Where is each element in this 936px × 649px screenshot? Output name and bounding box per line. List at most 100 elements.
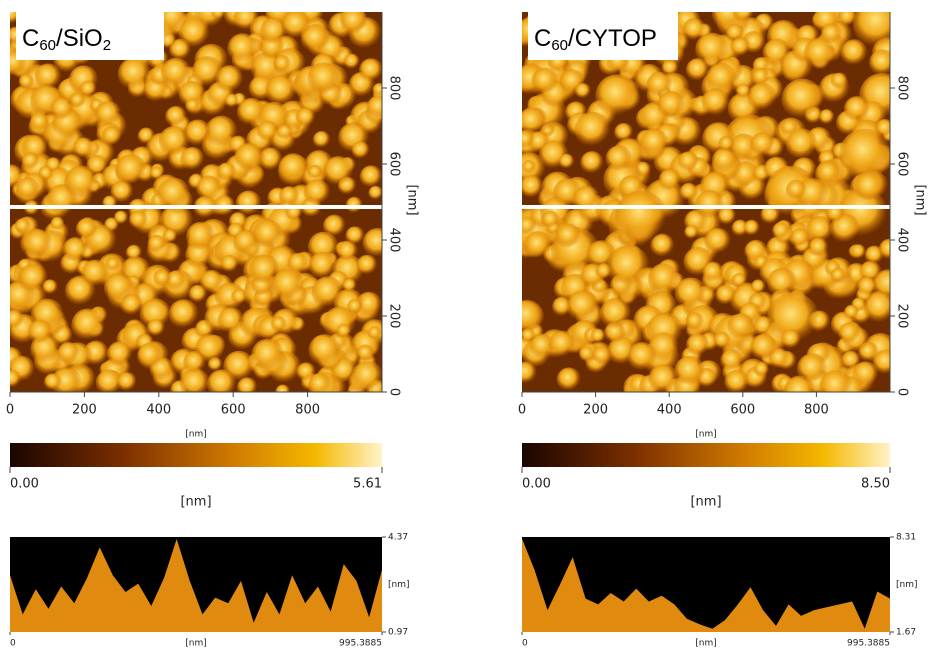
grain bbox=[781, 78, 824, 121]
grain bbox=[270, 316, 287, 333]
grain bbox=[695, 189, 726, 220]
grain bbox=[308, 334, 342, 368]
grain bbox=[750, 333, 778, 362]
grain bbox=[351, 360, 382, 392]
grain bbox=[646, 71, 673, 98]
x-axis-label: [nm] bbox=[695, 430, 717, 440]
y-tick-label: 800 bbox=[387, 76, 402, 101]
grain bbox=[128, 210, 149, 230]
y-tick-label: 600 bbox=[895, 152, 910, 177]
grain bbox=[273, 55, 292, 73]
grain bbox=[558, 153, 575, 170]
grain bbox=[147, 234, 167, 254]
grain bbox=[308, 251, 337, 280]
grain bbox=[843, 304, 860, 321]
grain bbox=[818, 109, 835, 126]
grain bbox=[356, 344, 375, 362]
grain bbox=[116, 371, 137, 392]
grain bbox=[342, 278, 357, 293]
grain bbox=[62, 237, 89, 264]
grain bbox=[711, 147, 738, 174]
x-tick-label: 200 bbox=[583, 403, 608, 418]
grain bbox=[607, 245, 650, 289]
grain bbox=[615, 190, 668, 244]
grain bbox=[307, 62, 341, 96]
grain bbox=[160, 57, 192, 89]
grain bbox=[574, 111, 611, 148]
grain bbox=[162, 228, 178, 244]
grain bbox=[674, 355, 706, 387]
grain bbox=[736, 83, 752, 99]
grain bbox=[614, 122, 634, 143]
grain bbox=[875, 118, 890, 139]
grain bbox=[555, 223, 582, 250]
grain bbox=[679, 182, 699, 202]
grain bbox=[287, 252, 309, 275]
grain bbox=[237, 377, 258, 392]
grain bbox=[727, 313, 755, 341]
grain bbox=[71, 308, 105, 342]
grain bbox=[275, 384, 291, 392]
x-tick-label: 800 bbox=[804, 403, 829, 418]
profile-area bbox=[10, 538, 382, 632]
grain bbox=[191, 56, 224, 88]
grain bbox=[830, 267, 846, 284]
grain bbox=[57, 341, 81, 365]
grain bbox=[295, 107, 316, 128]
y-tick-label: 600 bbox=[387, 152, 402, 177]
afm-image bbox=[522, 12, 890, 392]
grain bbox=[684, 225, 699, 240]
grain bbox=[199, 269, 224, 294]
grain bbox=[797, 353, 828, 384]
grain bbox=[296, 362, 316, 382]
profile-line bbox=[10, 205, 382, 209]
grain bbox=[657, 91, 686, 120]
grain bbox=[819, 370, 853, 392]
afm-image bbox=[10, 12, 382, 392]
colorbar-unit: [nm] bbox=[180, 495, 211, 510]
grain bbox=[808, 237, 829, 258]
grain bbox=[178, 17, 210, 49]
grain bbox=[80, 259, 110, 288]
grain bbox=[157, 12, 188, 33]
grain bbox=[522, 299, 544, 334]
grain bbox=[359, 165, 382, 189]
grain bbox=[685, 312, 705, 331]
grain bbox=[682, 17, 707, 42]
x-tick-label: 600 bbox=[221, 403, 246, 418]
grain bbox=[648, 263, 680, 295]
grain bbox=[205, 115, 238, 149]
grain bbox=[658, 168, 682, 192]
grain bbox=[695, 32, 729, 67]
grain bbox=[137, 127, 156, 145]
grain bbox=[732, 12, 755, 23]
grain bbox=[14, 218, 31, 235]
grain bbox=[303, 179, 331, 206]
grain bbox=[751, 67, 770, 86]
grain bbox=[840, 39, 868, 67]
grain bbox=[29, 112, 50, 133]
grain bbox=[366, 95, 382, 120]
grain bbox=[345, 226, 365, 246]
grain bbox=[185, 98, 200, 113]
grain bbox=[372, 82, 382, 98]
grain bbox=[750, 279, 766, 295]
grain bbox=[336, 240, 359, 263]
y-tick-label: 400 bbox=[387, 228, 402, 253]
y-axis-label: [nm] bbox=[896, 580, 918, 590]
grain bbox=[94, 100, 122, 128]
grain bbox=[780, 329, 802, 350]
label-part: /SiO bbox=[56, 25, 103, 52]
y-tick-label: 200 bbox=[895, 304, 910, 329]
grain bbox=[233, 12, 260, 32]
grain bbox=[235, 190, 262, 217]
grain bbox=[701, 88, 731, 117]
label-box bbox=[528, 12, 678, 60]
grain bbox=[281, 12, 312, 40]
grain bbox=[785, 128, 818, 161]
grain bbox=[785, 179, 807, 201]
y-tick-label: 8.31 bbox=[896, 533, 916, 543]
grain bbox=[180, 146, 205, 172]
grain bbox=[217, 162, 237, 182]
